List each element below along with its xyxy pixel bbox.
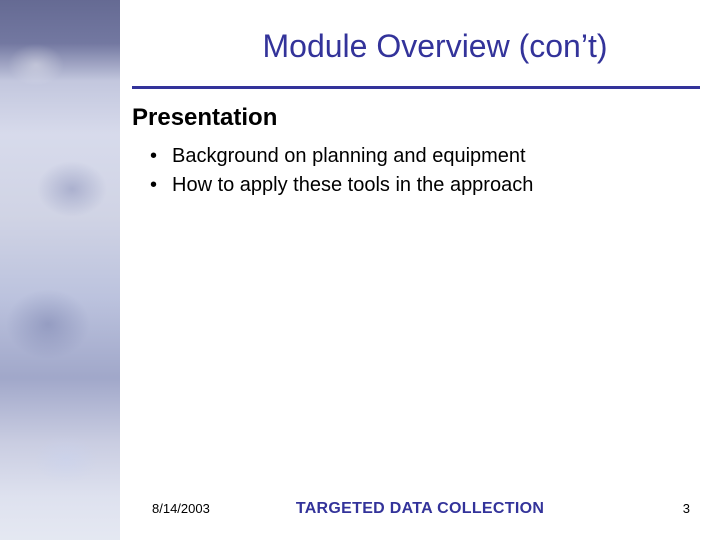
list-item: How to apply these tools in the approach <box>150 171 533 200</box>
footer-title: TARGETED DATA COLLECTION <box>120 500 720 518</box>
slide-content: Module Overview (con’t) Presentation Bac… <box>120 0 720 540</box>
sidebar-background-overlay <box>0 0 120 540</box>
list-item: Background on planning and equipment <box>150 142 533 171</box>
title-underline <box>132 86 700 89</box>
slide-title: Module Overview (con’t) <box>165 28 705 65</box>
bullet-list: Background on planning and equipment How… <box>150 142 533 200</box>
footer-page-number: 3 <box>683 501 690 516</box>
section-heading: Presentation <box>132 104 277 132</box>
